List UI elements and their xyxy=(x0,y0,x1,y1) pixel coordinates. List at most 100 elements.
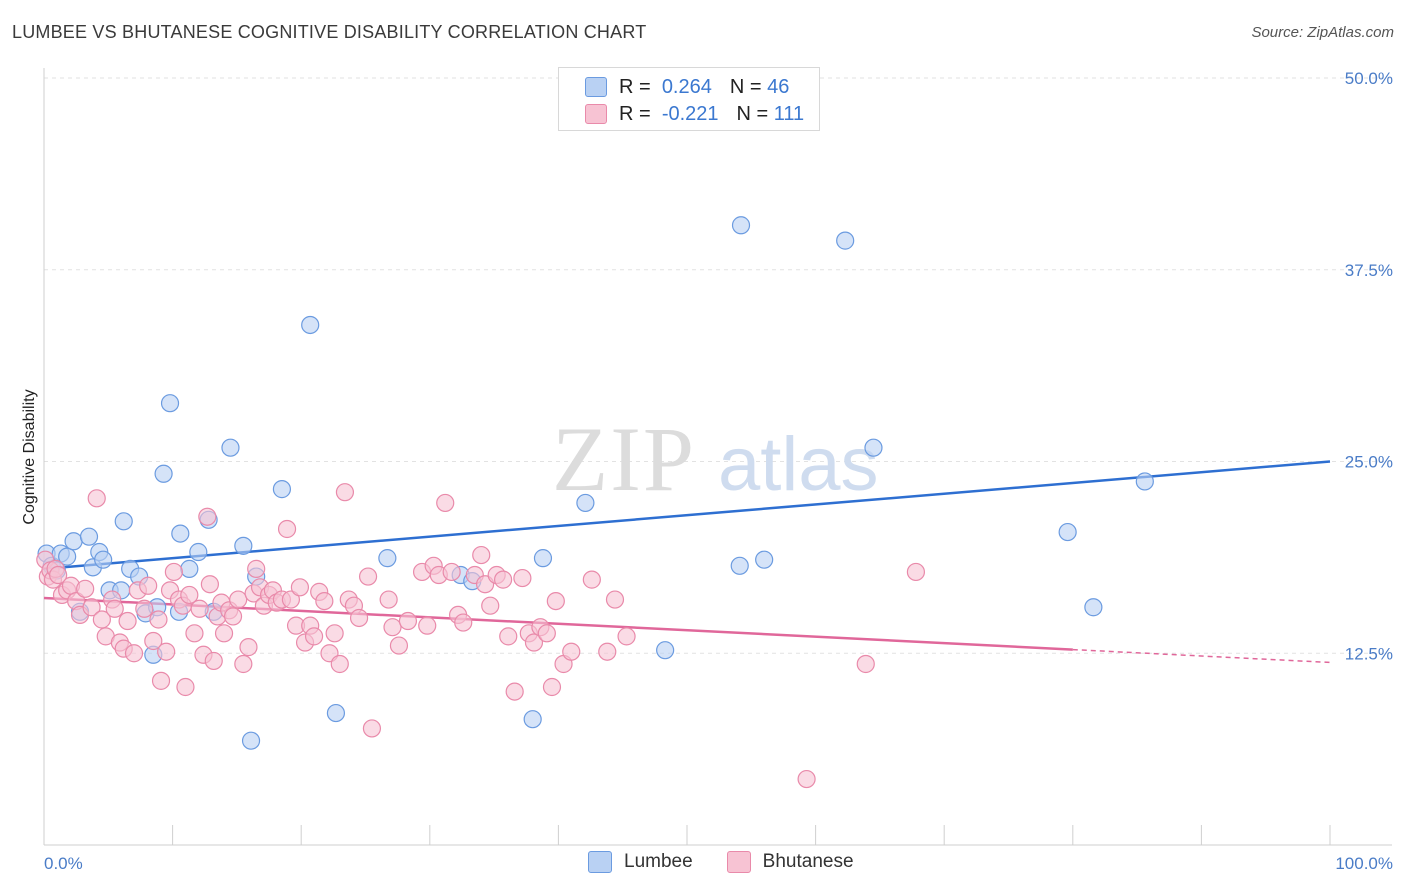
bhutanese-point-45 xyxy=(223,607,243,626)
lumbee-point-39 xyxy=(576,493,595,513)
lumbee-point-48 xyxy=(1135,472,1154,491)
lumbee-point-38 xyxy=(533,549,553,568)
watermark-zip: ZIP xyxy=(552,408,696,510)
y-tick-label-3: 50.0% xyxy=(1345,69,1393,88)
bhutanese-point-77 xyxy=(389,636,409,655)
bhutanese-point-84 xyxy=(442,562,461,582)
bhutanese-point-17 xyxy=(105,599,124,618)
x-tick-label-min: 0.0% xyxy=(44,854,83,873)
lumbee-point-42 xyxy=(731,216,751,235)
lumbee-point-34 xyxy=(378,549,397,568)
bhutanese-point-65 xyxy=(315,591,334,611)
bhutanese-point-68 xyxy=(330,654,349,674)
lumbee-point-43 xyxy=(755,550,774,569)
chart-source: Source: ZipAtlas.com xyxy=(1251,24,1394,41)
bhutanese-point-104 xyxy=(582,570,601,589)
bhutanese-trend-line-extension xyxy=(1072,648,1331,664)
bhutanese-point-30 xyxy=(164,562,183,582)
y-tick-labels: 12.5% 25.0% 37.5% 50.0% xyxy=(1345,69,1393,663)
chart-title: LUMBEE VS BHUTANESE COGNITIVE DISABILITY… xyxy=(12,22,647,42)
lumbee-point-22 xyxy=(171,524,190,543)
lumbee-point-40 xyxy=(656,641,675,660)
bhutanese-point-105 xyxy=(598,642,617,661)
bhutanese-point-24 xyxy=(139,576,158,595)
y-tick-label-2: 37.5% xyxy=(1345,261,1393,280)
legend-label-bhutanese: Bhutanese xyxy=(762,851,854,872)
legend-r-label: R = xyxy=(619,102,651,125)
bhutanese-point-103 xyxy=(562,642,581,661)
bhutanese-point-93 xyxy=(499,627,518,646)
bhutanese-point-46 xyxy=(229,590,248,609)
bhutanese-point-73 xyxy=(358,567,378,586)
lumbee-point-47 xyxy=(1084,598,1103,617)
bhutanese-points xyxy=(36,483,926,789)
legend-item-lumbee: Lumbee xyxy=(588,851,693,873)
bhutanese-point-35 xyxy=(185,624,204,643)
lumbee-point-7 xyxy=(79,527,99,546)
lumbee-point-31 xyxy=(272,480,292,499)
bhutanese-point-25 xyxy=(144,631,163,651)
bhutanese-point-21 xyxy=(124,644,144,663)
y-tick-label-0: 12.5% xyxy=(1345,644,1393,663)
bhutanese-point-60 xyxy=(290,578,310,597)
lumbee-point-10 xyxy=(94,550,113,569)
lumbee-point-13 xyxy=(114,512,133,531)
y-axis-label: Cognitive Disability xyxy=(21,389,38,524)
lumbee-point-33 xyxy=(326,703,346,723)
lumbee-point-5 xyxy=(64,532,83,551)
bhutanese-point-67 xyxy=(325,624,344,643)
lumbee-point-37 xyxy=(523,710,542,729)
lumbee-point-45 xyxy=(864,438,883,457)
bhutanese-swatch xyxy=(726,851,751,873)
bhutanese-point-74 xyxy=(362,719,382,738)
legend-item-bhutanese: Bhutanese xyxy=(726,851,854,873)
bhutanese-point-94 xyxy=(505,682,524,701)
bhutanese-point-80 xyxy=(418,616,437,635)
lumbee-point-32 xyxy=(301,315,320,335)
legend-r-value: -0.221 xyxy=(661,102,719,125)
bhutanese-point-110 xyxy=(797,769,816,789)
bhutanese-point-97 xyxy=(524,633,544,652)
bhutanese-point-33 xyxy=(176,677,195,697)
legend-n-value: 111 xyxy=(773,102,805,125)
watermark-atlas: atlas xyxy=(718,422,879,507)
x-tick-marks xyxy=(172,825,1331,845)
bhutanese-point-36 xyxy=(190,599,209,618)
legend-n-label: N = xyxy=(729,75,762,98)
bhutanese-point-26 xyxy=(149,610,168,629)
bhutanese-point-86 xyxy=(454,613,473,632)
bhutanese-point-76 xyxy=(383,618,402,637)
y-tick-label-1: 25.0% xyxy=(1345,453,1393,472)
watermark: ZIP atlas xyxy=(552,408,879,510)
lumbee-point-4 xyxy=(58,547,77,566)
bhutanese-point-12 xyxy=(82,598,101,617)
bhutanese-point-48 xyxy=(239,638,258,657)
bhutanese-point-13 xyxy=(87,489,106,508)
series-legend: Lumbee Bhutanese xyxy=(588,851,888,873)
grid-lines xyxy=(44,77,1392,654)
bhutanese-point-14 xyxy=(92,610,111,629)
bhutanese-point-95 xyxy=(513,568,532,588)
bhutanese-point-72 xyxy=(349,608,369,628)
legend-label-lumbee: Lumbee xyxy=(624,851,693,872)
bhutanese-point-101 xyxy=(546,591,565,611)
lumbee-point-28 xyxy=(234,536,253,555)
legend-r-value: 0.264 xyxy=(661,75,712,98)
bhutanese-point-106 xyxy=(605,590,625,609)
lumbee-swatch xyxy=(588,851,612,873)
lumbee-point-19 xyxy=(154,464,173,483)
bhutanese-point-109 xyxy=(906,562,926,582)
legend-row-bhutanese: R = -0.221 N = 111 xyxy=(585,101,804,127)
bhutanese-point-75 xyxy=(379,590,398,609)
bhutanese-point-43 xyxy=(214,624,234,643)
bhutanese-point-99 xyxy=(537,624,556,643)
bhutanese-point-27 xyxy=(151,671,171,690)
lumbee-swatch xyxy=(585,77,607,97)
bhutanese-point-58 xyxy=(281,590,301,609)
bhutanese-point-83 xyxy=(436,493,455,513)
bhutanese-point-63 xyxy=(304,627,324,646)
bhutanese-point-11 xyxy=(76,579,95,598)
lumbee-point-44 xyxy=(836,231,855,250)
bhutanese-point-100 xyxy=(542,677,562,697)
